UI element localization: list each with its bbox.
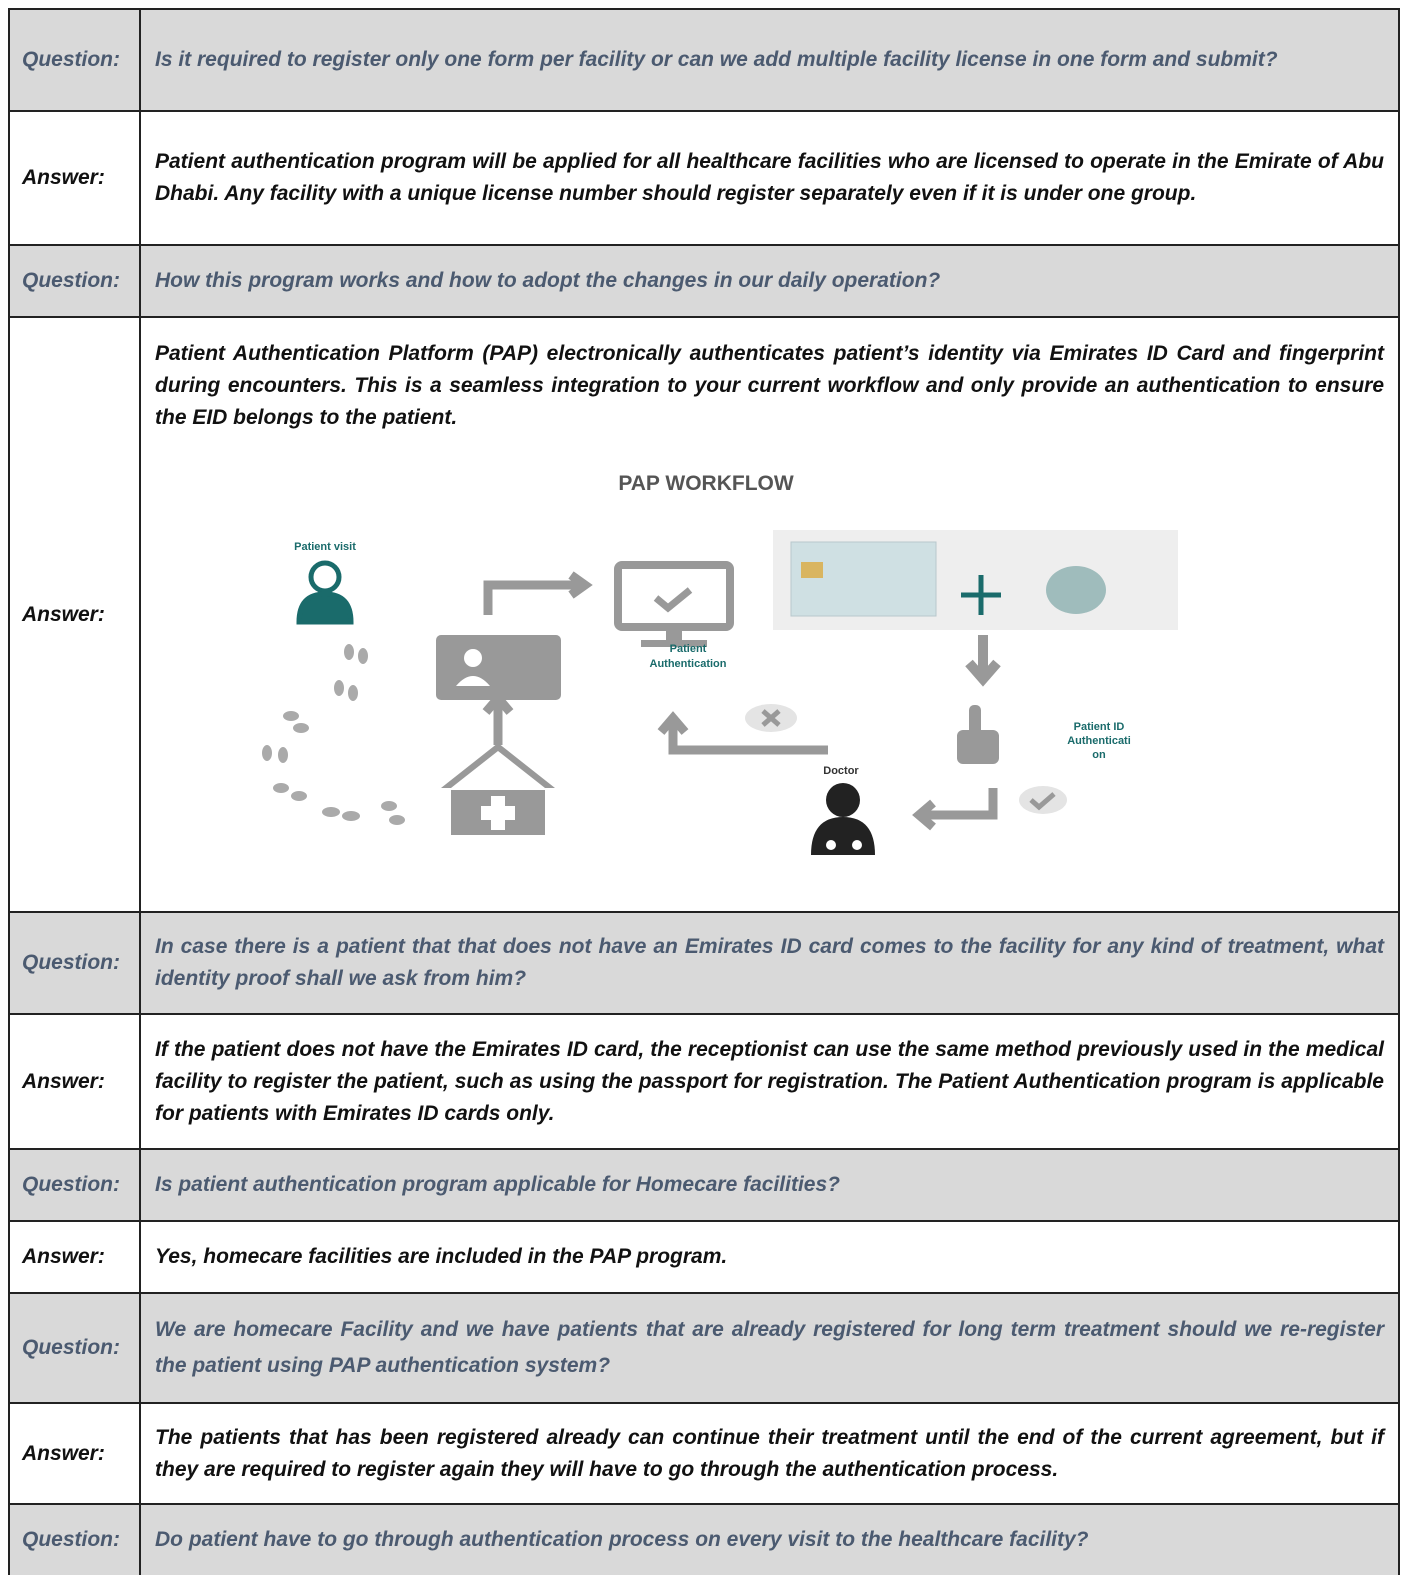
row: Answer: Yes, homecare facilities are incl… [8, 1220, 1400, 1294]
row-label: Answer: [8, 1013, 141, 1150]
plus-sign [961, 575, 1001, 615]
row-label: Question: [8, 1292, 141, 1404]
row: Question: In case there is a patient that… [8, 911, 1400, 1015]
row-label: Question: [8, 911, 141, 1015]
row-text: Yes, homecare facilities are included in… [139, 1220, 1400, 1294]
arrow [965, 635, 1001, 687]
arrow [483, 571, 593, 615]
row-label: Answer: [8, 316, 141, 913]
row: Question: How this program works and how … [8, 244, 1400, 318]
row: Question: Do patient have to go through a… [8, 1503, 1400, 1575]
arrow [912, 788, 998, 831]
row-text: If the patient does not have the Emirate… [139, 1013, 1400, 1150]
row-text: We are homecare Facility and we have pat… [139, 1292, 1400, 1404]
card-chip [801, 562, 823, 578]
faq-table: Question: Is it required to register only… [8, 8, 1400, 1575]
workflow-diagram: PAP WORKFLOW Patient visit [262, 472, 1178, 855]
row: Answer: If the patient does not have the … [8, 1013, 1400, 1150]
row-text: Is patient authentication program applic… [139, 1148, 1400, 1222]
row-label: Question: [8, 1503, 141, 1575]
diagram-label: on [1092, 749, 1106, 761]
row: Question: We are homecare Facility and we… [8, 1292, 1400, 1404]
id-card-icon [436, 635, 561, 700]
row-text: Is it required to register only one form… [139, 8, 1400, 112]
diagram-title: PAP WORKFLOW [618, 472, 794, 495]
arrow [657, 711, 828, 755]
finger-icon [957, 705, 999, 764]
row-text: In case there is a patient that that doe… [139, 911, 1400, 1015]
row-label: Question: [8, 1148, 141, 1222]
row: Question: Is it required to register only… [8, 8, 1400, 112]
footprints [262, 644, 405, 825]
row: Answer: Patient authentication program wi… [8, 110, 1400, 246]
row-label: Answer: [8, 1220, 141, 1294]
row-label: Question: [8, 244, 141, 318]
patient-icon [296, 560, 354, 625]
arrow [482, 691, 514, 745]
diagram-label: Doctor [823, 765, 859, 777]
row-label: Answer: [8, 1402, 141, 1505]
row-cell: Patient Authentication Platform (PAP) el… [139, 316, 1400, 913]
emirates-id-card [790, 541, 937, 617]
row: Answer: The patients that has been regist… [8, 1402, 1400, 1505]
row: Question: Is patient authentication progr… [8, 1148, 1400, 1222]
row-text: Patient Authentication Platform (PAP) el… [155, 342, 1384, 429]
reject-badge [745, 704, 797, 732]
diagram-label: Patient visit [294, 541, 356, 553]
row-text: The patients that has been registered al… [139, 1402, 1400, 1505]
diagram-label: Authentication [650, 658, 727, 670]
doctor-icon [811, 783, 875, 855]
hospital-icon [441, 743, 555, 835]
row-text: Do patient have to go through authentica… [139, 1503, 1400, 1575]
row-label: Answer: [8, 110, 141, 246]
check-badge [1019, 786, 1067, 814]
diagram-label: Patient ID [1074, 721, 1125, 733]
diagram-label: Patient [670, 643, 707, 655]
row: Answer: Patient Authentication Platform … [8, 316, 1400, 913]
row-label: Question: [8, 8, 141, 112]
monitor-icon [614, 561, 734, 647]
row-text: How this program works and how to adopt … [139, 244, 1400, 318]
row-text: Patient authentication program will be a… [139, 110, 1400, 246]
diagram-label: Authenticati [1067, 735, 1131, 747]
fingerprint [1046, 566, 1106, 614]
